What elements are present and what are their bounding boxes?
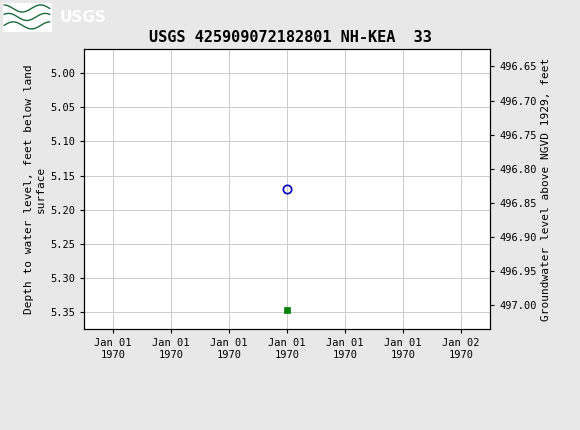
- Y-axis label: Depth to water level, feet below land
surface: Depth to water level, feet below land su…: [24, 64, 46, 314]
- Y-axis label: Groundwater level above NGVD 1929, feet: Groundwater level above NGVD 1929, feet: [541, 58, 551, 321]
- Bar: [3, 3, 52, 32]
- Text: USGS 425909072182801 NH-KEA  33: USGS 425909072182801 NH-KEA 33: [148, 30, 432, 45]
- Text: USGS: USGS: [59, 10, 106, 25]
